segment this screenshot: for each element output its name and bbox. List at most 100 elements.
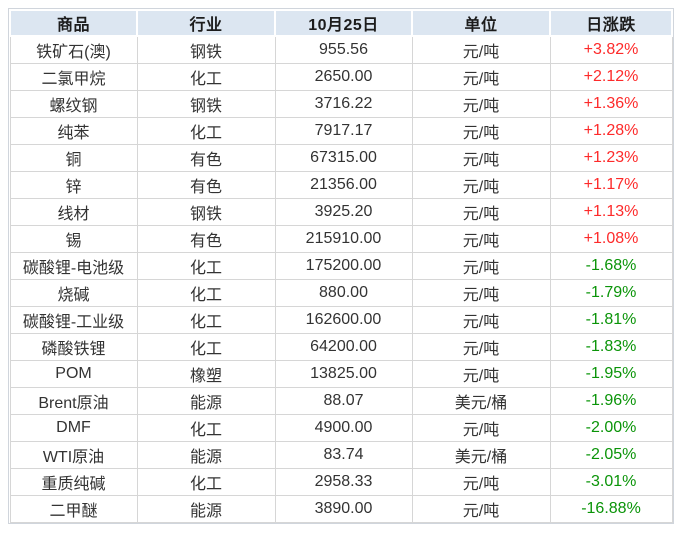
table-row: 烧碱 化工 880.00 元/吨 -1.79% — [9, 278, 673, 307]
cell-price: 162600.00 — [274, 305, 413, 334]
cell-industry: 能源 — [136, 494, 276, 523]
cell-change: -16.88% — [549, 494, 673, 523]
cell-change: -1.81% — [549, 305, 673, 334]
cell-change: +1.23% — [549, 143, 673, 172]
cell-commodity: 锡 — [9, 224, 138, 253]
table-row: 重质纯碱 化工 2958.33 元/吨 -3.01% — [9, 467, 673, 496]
cell-change: -1.83% — [549, 332, 673, 361]
cell-price: 175200.00 — [274, 251, 413, 280]
cell-change: +1.28% — [549, 116, 673, 145]
cell-commodity: 螺纹钢 — [9, 89, 138, 118]
cell-change: +3.82% — [549, 35, 673, 64]
cell-unit: 美元/桶 — [411, 440, 551, 469]
cell-price: 4900.00 — [274, 413, 413, 442]
cell-industry: 化工 — [136, 413, 276, 442]
cell-change: -1.68% — [549, 251, 673, 280]
cell-change: +1.13% — [549, 197, 673, 226]
cell-unit: 元/吨 — [411, 89, 551, 118]
header-row: 商品 行业 10月25日 单位 日涨跌 — [9, 9, 673, 37]
cell-industry: 化工 — [136, 467, 276, 496]
cell-commodity: POM — [9, 359, 138, 388]
cell-industry: 钢铁 — [136, 89, 276, 118]
cell-commodity: 二氯甲烷 — [9, 62, 138, 91]
cell-unit: 元/吨 — [411, 197, 551, 226]
col-header-commodity: 商品 — [9, 9, 138, 37]
table-body: 铁矿石(澳) 钢铁 955.56 元/吨 +3.82% 二氯甲烷 化工 2650.00 元/吨 +… — [9, 35, 673, 523]
cell-change: -1.95% — [549, 359, 673, 388]
cell-change: +1.17% — [549, 170, 673, 199]
cell-price: 21356.00 — [274, 170, 413, 199]
cell-commodity: 烧碱 — [9, 278, 138, 307]
cell-unit: 元/吨 — [411, 467, 551, 496]
table-row: 螺纹钢 钢铁 3716.22 元/吨 +1.36% — [9, 89, 673, 118]
table-row: 线材 钢铁 3925.20 元/吨 +1.13% — [9, 197, 673, 226]
cell-industry: 化工 — [136, 278, 276, 307]
cell-price: 215910.00 — [274, 224, 413, 253]
cell-commodity: 锌 — [9, 170, 138, 199]
cell-price: 3890.00 — [274, 494, 413, 523]
cell-change: +1.08% — [549, 224, 673, 253]
table-row: 锡有色 215910.00 元/吨 +1.08% — [9, 224, 673, 253]
cell-price: 3716.22 — [274, 89, 413, 118]
cell-unit: 元/吨 — [411, 170, 551, 199]
price-table: 商品 行业 10月25日 单位 日涨跌 铁矿石(澳) 钢铁 955.56 元/吨 +3.… — [9, 9, 673, 523]
table-row: DMF 化工 4900.00 元/吨 -2.00% — [9, 413, 673, 442]
cell-unit: 元/吨 — [411, 494, 551, 523]
col-header-change: 日涨跌 — [549, 9, 673, 37]
cell-commodity: DMF — [9, 413, 138, 442]
cell-price: 3925.20 — [274, 197, 413, 226]
cell-commodity: 铜 — [9, 143, 138, 172]
cell-unit: 元/吨 — [411, 359, 551, 388]
col-header-date: 10月25日 — [274, 9, 413, 37]
col-header-unit: 单位 — [411, 9, 551, 37]
cell-price: 2958.33 — [274, 467, 413, 496]
table-row: 磷酸铁锂 化工 64200.00 元/吨 -1.83% — [9, 332, 673, 361]
cell-industry: 化工 — [136, 332, 276, 361]
cell-industry: 有色 — [136, 143, 276, 172]
cell-unit: 元/吨 — [411, 278, 551, 307]
cell-change: -2.00% — [549, 413, 673, 442]
cell-industry: 钢铁 — [136, 197, 276, 226]
cell-price: 2650.00 — [274, 62, 413, 91]
cell-price: 67315.00 — [274, 143, 413, 172]
cell-industry: 有色 — [136, 224, 276, 253]
cell-commodity: 线材 — [9, 197, 138, 226]
table-row: 二甲醚 能源 3890.00 元/吨 -16.88% — [9, 494, 673, 523]
cell-unit: 元/吨 — [411, 305, 551, 334]
cell-price: 88.07 — [274, 386, 413, 415]
table-row: 锌有色 21356.00 元/吨 +1.17% — [9, 170, 673, 199]
cell-commodity: 纯苯 — [9, 116, 138, 145]
cell-industry: 橡塑 — [136, 359, 276, 388]
table-row: Brent原油 能源 88.07 美元/桶 -1.96% — [9, 386, 673, 415]
table-row: 二氯甲烷 化工 2650.00 元/吨 +2.12% — [9, 62, 673, 91]
cell-industry: 化工 — [136, 305, 276, 334]
cell-price: 955.56 — [274, 35, 413, 64]
cell-unit: 元/吨 — [411, 35, 551, 64]
table-row: 碳酸锂-工业级 化工 162600.00 元/吨 -1.81% — [9, 305, 673, 334]
cell-unit: 元/吨 — [411, 224, 551, 253]
cell-commodity: Brent原油 — [9, 386, 138, 415]
cell-industry: 能源 — [136, 386, 276, 415]
cell-unit: 元/吨 — [411, 413, 551, 442]
cell-unit: 元/吨 — [411, 62, 551, 91]
cell-unit: 美元/桶 — [411, 386, 551, 415]
cell-commodity: 重质纯碱 — [9, 467, 138, 496]
col-header-industry: 行业 — [136, 9, 276, 37]
cell-industry: 化工 — [136, 62, 276, 91]
cell-unit: 元/吨 — [411, 332, 551, 361]
cell-industry: 有色 — [136, 170, 276, 199]
cell-industry: 钢铁 — [136, 35, 276, 64]
table-row: WTI原油 能源 83.74 美元/桶 -2.05% — [9, 440, 673, 469]
table-row: POM 橡塑 13825.00 元/吨 -1.95% — [9, 359, 673, 388]
cell-change: +2.12% — [549, 62, 673, 91]
cell-commodity: 铁矿石(澳) — [9, 35, 138, 64]
cell-price: 13825.00 — [274, 359, 413, 388]
cell-unit: 元/吨 — [411, 143, 551, 172]
cell-change: -1.79% — [549, 278, 673, 307]
cell-change: -3.01% — [549, 467, 673, 496]
commodity-price-report: 商品 行业 10月25日 单位 日涨跌 铁矿石(澳) 钢铁 955.56 元/吨 +3.… — [8, 8, 674, 524]
cell-unit: 元/吨 — [411, 251, 551, 280]
cell-change: -1.96% — [549, 386, 673, 415]
table-row: 铜有色 67315.00 元/吨 +1.23% — [9, 143, 673, 172]
cell-industry: 化工 — [136, 251, 276, 280]
